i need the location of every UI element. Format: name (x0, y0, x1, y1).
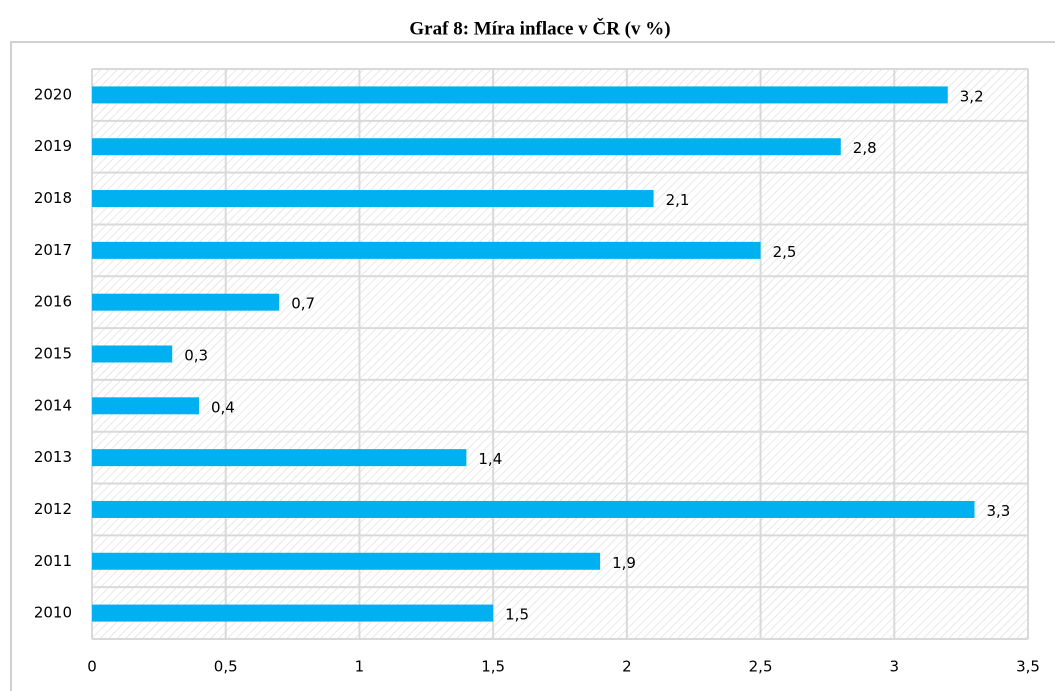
bar (92, 397, 199, 415)
x-tick-label: 3 (890, 658, 900, 676)
bar (92, 500, 975, 518)
bar (92, 293, 280, 311)
bar (92, 241, 761, 259)
data-label: 0,3 (184, 347, 208, 365)
x-tick-label: 0,5 (214, 658, 238, 676)
data-label: 2,8 (853, 139, 877, 157)
data-label: 3,2 (960, 87, 984, 105)
data-label: 0,7 (291, 295, 315, 313)
data-label: 2,1 (666, 191, 690, 209)
data-label: 1,9 (612, 554, 636, 572)
x-tick-label: 1 (355, 658, 365, 676)
bar (92, 449, 467, 467)
frame (10, 41, 1055, 691)
y-tick-label: 2016 (34, 293, 72, 311)
bar (92, 345, 173, 363)
y-tick-label: 2020 (34, 85, 72, 103)
chart-title: Graf 8: Míra inflace v ČR (v %) (409, 17, 670, 39)
bar (92, 552, 601, 570)
bar (92, 138, 841, 156)
x-tick-label: 2 (622, 658, 632, 676)
y-tick-label: 2017 (34, 241, 72, 259)
y-tick-label: 2011 (34, 552, 72, 570)
y-tick-label: 2010 (34, 604, 72, 622)
data-label: 2,5 (773, 243, 797, 261)
y-tick-label: 2013 (34, 448, 72, 466)
bar (92, 190, 654, 208)
x-tick-label: 3,5 (1016, 658, 1040, 676)
y-tick-label: 2014 (34, 396, 72, 414)
x-tick-label: 1,5 (481, 658, 505, 676)
data-label: 0,4 (211, 398, 235, 416)
y-tick-label: 2015 (34, 345, 72, 363)
data-label: 1,4 (478, 450, 502, 468)
bar (92, 604, 494, 622)
data-label: 1,5 (505, 606, 529, 624)
plot-background (92, 69, 1028, 639)
bar (92, 86, 948, 104)
y-tick-label: 2018 (34, 189, 72, 207)
y-tick-label: 2019 (34, 137, 72, 155)
y-tick-label: 2012 (34, 500, 72, 518)
x-tick-label: 0 (87, 658, 97, 676)
data-label: 3,3 (987, 502, 1011, 520)
x-tick-label: 2,5 (749, 658, 773, 676)
